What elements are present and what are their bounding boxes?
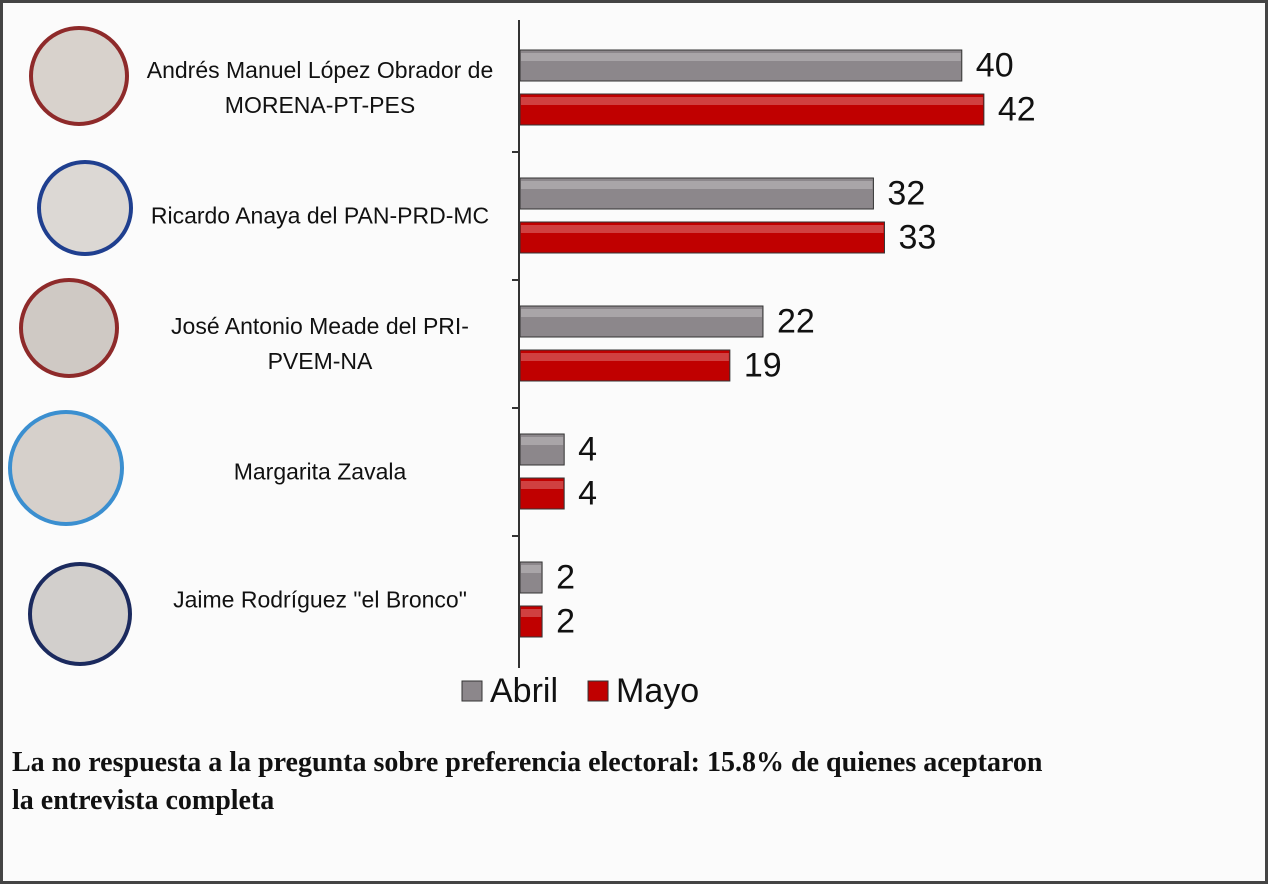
bar — [519, 49, 963, 82]
bar-shine — [521, 225, 884, 233]
legend-label: Abril — [490, 672, 558, 710]
bar-shine — [521, 609, 542, 617]
value-label: 32 — [887, 174, 925, 212]
bar — [519, 349, 731, 382]
legend-swatch — [587, 680, 609, 702]
category-label: José Antonio Meade del PRI-PVEM-NA — [171, 313, 469, 374]
photo — [37, 160, 133, 256]
bar — [519, 561, 543, 594]
bar — [519, 433, 565, 466]
legend-swatch — [461, 680, 483, 702]
bar-shine — [521, 565, 542, 573]
bar — [519, 305, 764, 338]
photo — [29, 26, 129, 126]
bar — [519, 477, 565, 510]
annotation: La no respuesta a la pregunta sobre pref… — [12, 747, 1043, 816]
bar — [519, 605, 543, 638]
category-label: Margarita Zavala — [233, 458, 407, 485]
bar-shine — [521, 181, 873, 189]
legend-label: Mayo — [616, 672, 699, 710]
photo — [19, 278, 119, 378]
bar-shine — [521, 437, 564, 445]
value-label: 42 — [998, 90, 1036, 128]
photos — [8, 26, 133, 666]
bar — [519, 177, 874, 210]
bar — [519, 221, 885, 254]
category-label: Jaime Rodríguez "el Bronco" — [173, 586, 467, 613]
value-label: 33 — [898, 218, 936, 256]
value-label: 4 — [578, 474, 597, 512]
bar-shine — [521, 53, 961, 61]
value-label: 2 — [556, 558, 575, 596]
value-label: 2 — [556, 602, 575, 640]
bar-shine — [521, 481, 564, 489]
value-label: 40 — [976, 46, 1014, 84]
value-label: 4 — [578, 430, 597, 468]
photo — [28, 562, 132, 666]
bar — [519, 93, 985, 126]
value-label: 19 — [744, 346, 782, 384]
value-label: 22 — [777, 302, 815, 340]
bar-shine — [521, 353, 729, 361]
category-label: Ricardo Anaya del PAN-PRD-MC — [150, 202, 490, 229]
bar-shine — [521, 309, 762, 317]
bar-shine — [521, 97, 983, 105]
photo — [8, 410, 124, 526]
category-label: Andrés Manuel López Obrador de MORENA-PT… — [146, 57, 494, 118]
